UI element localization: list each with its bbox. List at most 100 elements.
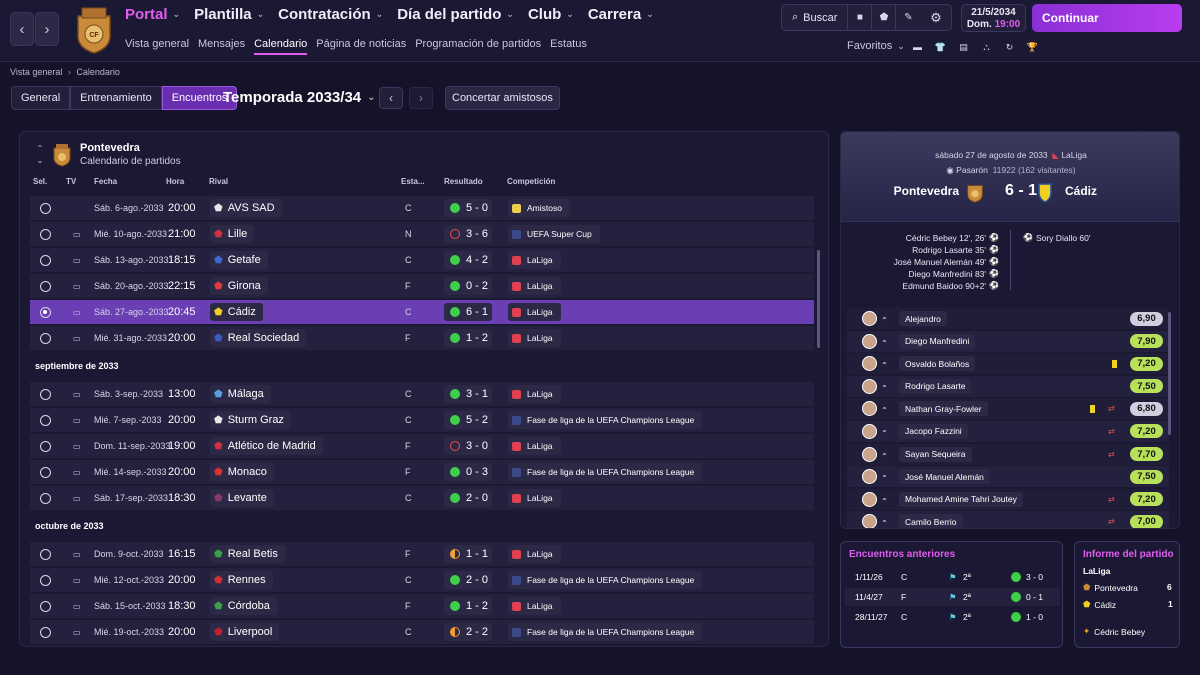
select-radio[interactable] (40, 568, 52, 592)
prev-season-button[interactable]: ‹ (379, 87, 403, 109)
table-row[interactable]: ▭ Sáb. 27-ago.-2033 20:45 ⬟ Cádiz C 6 - 1 LaLig… (30, 300, 814, 324)
player-row[interactable]: ◓ Alejandro 6,90 (847, 308, 1169, 329)
rival-team[interactable]: ⬟ Monaco (210, 463, 274, 481)
result-badge[interactable]: 1 - 2 (444, 597, 492, 615)
competition-badge[interactable]: LaLiga (508, 489, 561, 507)
player-name[interactable]: Camilo Berrio (899, 514, 963, 528)
bookmark-icon[interactable]: ■ (848, 5, 873, 30)
result-badge[interactable]: 2 - 2 (444, 623, 492, 641)
rival-team[interactable]: ⬟ Liverpool (210, 623, 280, 641)
nav-item-contrataci-n[interactable]: Contratación ⌄ (278, 6, 383, 23)
col-rival[interactable]: Rival (209, 177, 229, 186)
home-scorer[interactable]: Diego Manfredini 83' ⚽ (894, 268, 999, 280)
select-radio[interactable] (40, 486, 52, 510)
competition-badge[interactable]: LaLiga (508, 277, 561, 295)
select-radio[interactable] (40, 196, 52, 220)
season-selector[interactable]: Temporada 2033/34 ⌄ (223, 89, 376, 106)
subnav-item[interactable]: Calendario (254, 38, 308, 55)
result-badge[interactable]: 3 - 6 (444, 225, 492, 243)
result-badge[interactable]: 6 - 1 (444, 303, 492, 321)
select-radio[interactable] (40, 434, 52, 458)
shield-icon[interactable]: ⬟ (872, 5, 897, 30)
rival-team[interactable]: ⬟ Levante (210, 489, 274, 507)
competition-badge[interactable]: LaLiga (508, 303, 561, 321)
subnav-item[interactable]: Página de noticias (316, 38, 407, 50)
fixtures-scrollbar[interactable] (817, 250, 820, 348)
tab-general[interactable]: General (11, 86, 71, 110)
previous-match-row[interactable]: 28/11/27 C ⚑ 2ª 1 - 0 (845, 608, 1060, 626)
result-badge[interactable]: 3 - 0 (444, 437, 492, 455)
select-radio[interactable] (40, 300, 52, 324)
table-row[interactable]: ▭ Mié. 31-ago.-2033 20:00 ⬟ Real Sociedad F 1 … (30, 326, 814, 350)
pen-icon[interactable]: ✎ (904, 12, 913, 23)
table-row[interactable]: ▭ Sáb. 3-sep.-2033 13:00 ⬟ Málaga C 3 - 1 LaLig… (30, 382, 814, 406)
rival-team[interactable]: ⬟ Atlético de Madrid (210, 437, 323, 455)
previous-match-row[interactable]: 11/4/27 F ⚑ 2ª 0 - 1 (845, 588, 1060, 606)
rival-team[interactable]: ⬟ Girona (210, 277, 268, 295)
arrange-friendlies-button[interactable]: Concertar amistosos (445, 86, 560, 110)
table-row[interactable]: Sáb. 6-ago.-2033 20:00 ⬟ AVS SAD C 5 - 0 Amist… (30, 196, 814, 220)
previous-title[interactable]: Encuentros anteriores (849, 549, 956, 560)
shirt-icon[interactable]: 👕 (934, 41, 947, 52)
result-badge[interactable]: 2 - 0 (444, 571, 492, 589)
home-scorer[interactable]: Edmund Baidoo 90+2' ⚽ (894, 280, 999, 292)
player-row[interactable]: ◓ Jacopo Fazzini ⇄ 7,20 (847, 420, 1169, 442)
player-name[interactable]: Alejandro (899, 311, 947, 326)
nav-item-carrera[interactable]: Carrera ⌄ (588, 6, 654, 23)
col-sel[interactable]: Sel. (33, 177, 48, 186)
nav-item-d-a-del-partido[interactable]: Día del partido ⌄ (397, 6, 514, 23)
result-badge[interactable]: 2 - 0 (444, 489, 492, 507)
rival-team[interactable]: ⬟ Rennes (210, 571, 273, 589)
competition-badge[interactable]: LaLiga (508, 437, 561, 455)
subnav-item[interactable]: Mensajes (198, 38, 246, 50)
select-radio[interactable] (40, 222, 52, 246)
table-row[interactable]: ▭ Mié. 12-oct.-2033 20:00 ⬟ Rennes C 2 - 0 Fase… (30, 568, 814, 592)
player-name[interactable]: José Manuel Alemán (899, 469, 990, 485)
player-name[interactable]: Sayan Sequeira (899, 446, 972, 462)
rival-team[interactable]: ⬟ Real Sociedad (210, 329, 307, 347)
select-radio[interactable] (40, 382, 52, 406)
clipboard-icon[interactable]: ▤ (959, 41, 968, 52)
refresh-icon[interactable]: ↻ (1005, 41, 1014, 52)
select-radio[interactable] (40, 274, 52, 298)
previous-match-row[interactable]: 1/11/26 C ⚑ 2ª 3 - 0 (845, 568, 1060, 586)
result-badge[interactable]: 0 - 2 (444, 277, 492, 295)
competition-badge[interactable]: Fase de liga de la UEFA Champions League (508, 463, 703, 481)
table-row[interactable]: ▭ Sáb. 17-sep.-2033 18:30 ⬟ Levante C 2 - 0 LaL… (30, 486, 814, 510)
subnav-item[interactable]: Programación de partidos (415, 38, 542, 50)
select-radio[interactable] (40, 326, 52, 350)
chat-icon[interactable]: ▬ (913, 42, 922, 52)
table-row[interactable]: ▭ Sáb. 15-oct.-2033 18:30 ⬟ Córdoba F 1 - 2 LaL… (30, 594, 814, 618)
result-badge[interactable]: 0 - 3 (444, 463, 492, 481)
player-row[interactable]: ◓ José Manuel Alemán 7,50 (847, 466, 1169, 488)
player-name[interactable]: Mohamed Amine Tahri Joutey (899, 491, 1023, 507)
competition-badge[interactable]: Fase de liga de la UEFA Champions League (508, 571, 703, 589)
forward-button[interactable]: › (35, 12, 59, 46)
select-radio[interactable] (40, 408, 52, 432)
result-badge[interactable]: 1 - 2 (444, 329, 492, 347)
rival-team[interactable]: ⬟ Real Betis (210, 545, 285, 563)
player-name[interactable]: Osvaldo Bolaños (899, 356, 976, 372)
gear-icon[interactable]: ⚙ (930, 9, 942, 25)
away-scorer[interactable]: ⚽ Sory Diallo 60' (1023, 232, 1091, 244)
result-badge[interactable]: 1 - 1 (444, 545, 492, 563)
player-row[interactable]: ◓ Nathan Gray-Fowler ⇄ 6,80 (847, 398, 1169, 420)
player-of-match[interactable]: ✦ Cédric Bebey (1083, 626, 1145, 637)
select-radio[interactable] (40, 542, 52, 566)
next-season-button[interactable]: › (409, 87, 433, 109)
competition-badge[interactable]: LaLiga (508, 385, 561, 403)
player-name[interactable]: Nathan Gray-Fowler (899, 401, 988, 417)
rival-team[interactable]: ⬟ Getafe (210, 251, 268, 269)
favorites-dropdown[interactable]: Favoritos ⌄ (847, 40, 905, 52)
player-name[interactable]: Jacopo Fazzini (899, 423, 968, 439)
select-radio[interactable] (40, 248, 52, 272)
select-radio[interactable] (40, 620, 52, 644)
table-row[interactable]: ▭ Mié. 10-ago.-2033 21:00 ⬟ Lille N 3 - 6 UEFA … (30, 222, 814, 246)
tab-encuentros[interactable]: Encuentros (161, 86, 238, 110)
player-row[interactable]: ◓ Osvaldo Bolaños 7,20 (847, 353, 1169, 375)
col-fecha[interactable]: Fecha (94, 177, 118, 186)
result-badge[interactable]: 5 - 0 (444, 199, 492, 217)
tab-entrenamiento[interactable]: Entrenamiento (70, 86, 162, 110)
select-radio[interactable] (40, 460, 52, 484)
player-row[interactable]: ◓ Camilo Berrio ⇄ 7,00 (847, 511, 1169, 528)
